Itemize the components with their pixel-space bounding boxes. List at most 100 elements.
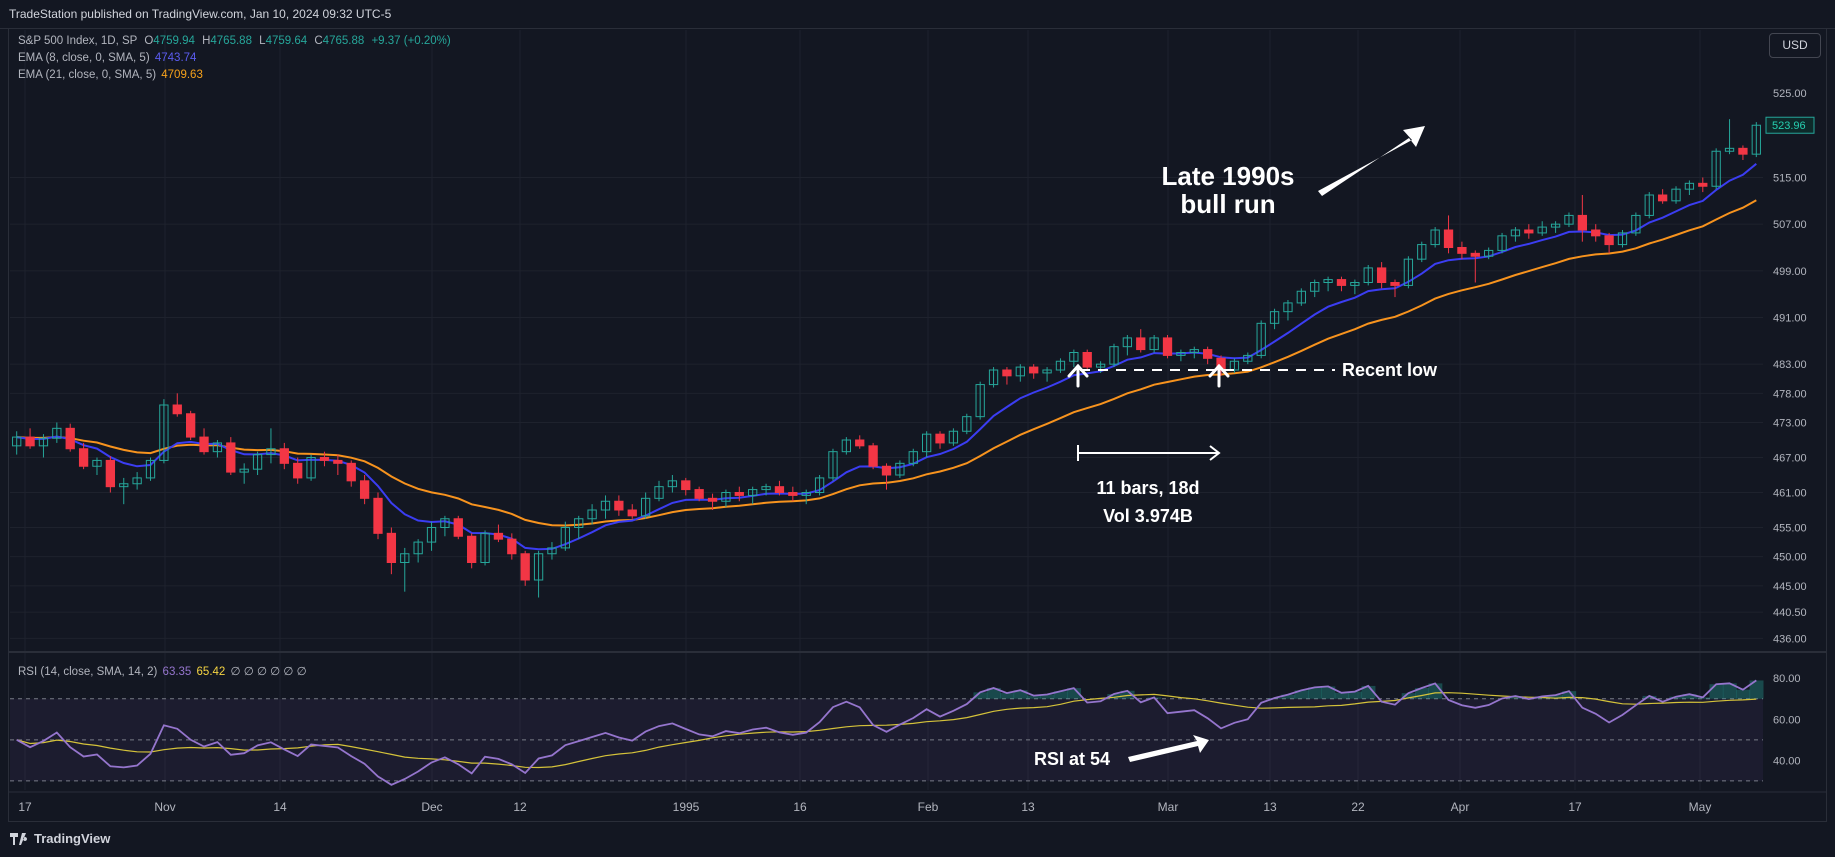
candle-down [25,436,35,447]
candle-up [1671,188,1681,202]
candle-up [1684,182,1695,190]
legend-ema21[interactable]: EMA (21, close, 0, SMA, 5) 4709.63 [18,69,203,81]
candle-down [386,532,397,563]
low-value: 4759.64 [265,35,308,47]
candle-up [239,468,249,473]
candle-up [480,532,490,563]
tradingview-logo[interactable]: TradingView [10,831,110,846]
candle-down [1524,229,1534,234]
price-tick-label: 467.00 [1773,453,1807,465]
candle-up [132,477,142,485]
rsi-overbought-fill [1562,691,1577,699]
up-arrow-icon-1 [1067,363,1089,388]
rsi-overbought-fill [986,687,1001,699]
candle-down [172,404,182,415]
candle-down [373,497,383,534]
time-tick-label: 13 [1263,800,1277,814]
ema8-line [16,163,1757,551]
ema8-label: EMA (8, close, 0, SMA, 5) [18,52,150,64]
candle-down [199,436,209,453]
price-tick-label: 499.00 [1773,266,1807,278]
candle-up [533,553,544,581]
rsi-tick-label: 80.00 [1773,673,1801,685]
rsi-overbought-fill [1107,694,1122,699]
time-tick-label: 1995 [673,800,700,814]
candle-up [306,457,316,479]
candle-up [948,430,959,444]
candle-up [1724,147,1735,152]
legend-ema8[interactable]: EMA (8, close, 0, SMA, 5) 4743.74 [18,52,196,64]
candle-down [1029,366,1039,374]
candle-down [1390,282,1400,286]
time-tick-label: Mar [1158,800,1179,814]
time-tick-label: 14 [273,800,287,814]
candle-up [1256,322,1266,356]
candle-down [681,480,691,491]
candle-down [614,500,624,511]
rsi-overbought-fill [1401,693,1416,699]
candle-up [1751,124,1761,155]
candle-down [226,442,236,473]
time-tick-label: 12 [513,800,527,814]
candle-up [1296,290,1306,304]
candle-up [988,369,999,386]
time-tick-label: 13 [1021,800,1035,814]
rsi-line [16,679,1757,786]
candle-down [935,433,945,444]
candle-down [279,448,289,464]
brand-text: TradingView [34,831,111,846]
tv-logo-icon [10,832,28,845]
price-tick-label: 491.00 [1773,313,1807,325]
candle-up [975,384,985,418]
high-value: 4765.88 [210,35,252,47]
candle-up [1283,302,1293,313]
candle-up [1350,282,1360,286]
candle-down [105,459,116,488]
price-tick-label: 515.00 [1773,173,1807,185]
price-tick-label: 473.00 [1773,418,1807,430]
candle-up [1363,267,1373,283]
candle-up [1122,337,1133,348]
price-tick-label: 478.00 [1773,388,1807,400]
legend-rsi[interactable]: RSI (14, close, SMA, 14, 2) 63.35 65.42 … [18,664,307,678]
candle-up [12,436,22,447]
rsi-band-fill [10,698,1763,781]
open-value: 4759.94 [153,35,195,47]
time-tick-label: 17 [1568,800,1582,814]
candle-up [1310,282,1320,292]
publisher-text: TradeStation published on TradingView.co… [9,7,392,21]
candle-up [1510,229,1521,237]
rsi-arrow-icon [1128,735,1209,762]
rsi-extra: ∅ ∅ ∅ ∅ ∅ ∅ [230,666,307,678]
candle-up [119,483,129,488]
currency-button[interactable]: USD [1769,33,1821,58]
rsi-overbought-fill [1722,683,1737,699]
candle-up [1484,249,1494,257]
price-tick-label: 483.00 [1773,359,1807,371]
candle-up [1269,311,1280,324]
annotation-rsi: RSI at 54 [1034,749,1110,769]
candle-down [293,462,303,479]
rsi-overbought-fill [1749,680,1764,699]
close-value: 4765.88 [322,35,365,47]
candle-up [1537,226,1547,234]
rsi-overbought-fill [1281,694,1296,699]
legend-symbol: S&P 500 Index, 1D, SP [18,35,138,47]
candle-up [212,442,223,453]
candle-down [868,445,878,467]
candle-up [1550,223,1561,228]
price-tick-label: 455.00 [1773,523,1807,535]
candle-down [627,509,637,517]
price-tick-label: 450.00 [1773,552,1807,564]
annotation-bar-count: 11 bars, 18d [1096,478,1199,498]
rsi-overbought-fill [1508,696,1523,699]
candle-up [413,541,423,555]
candle-up [1229,360,1240,371]
candle-up [761,486,771,491]
candle-up [600,500,611,511]
rsi-overbought-fill [1067,688,1082,699]
rsi-value: 63.35 [162,666,192,678]
candle-up [1069,352,1079,362]
rsi-overbought-fill [1642,695,1657,699]
